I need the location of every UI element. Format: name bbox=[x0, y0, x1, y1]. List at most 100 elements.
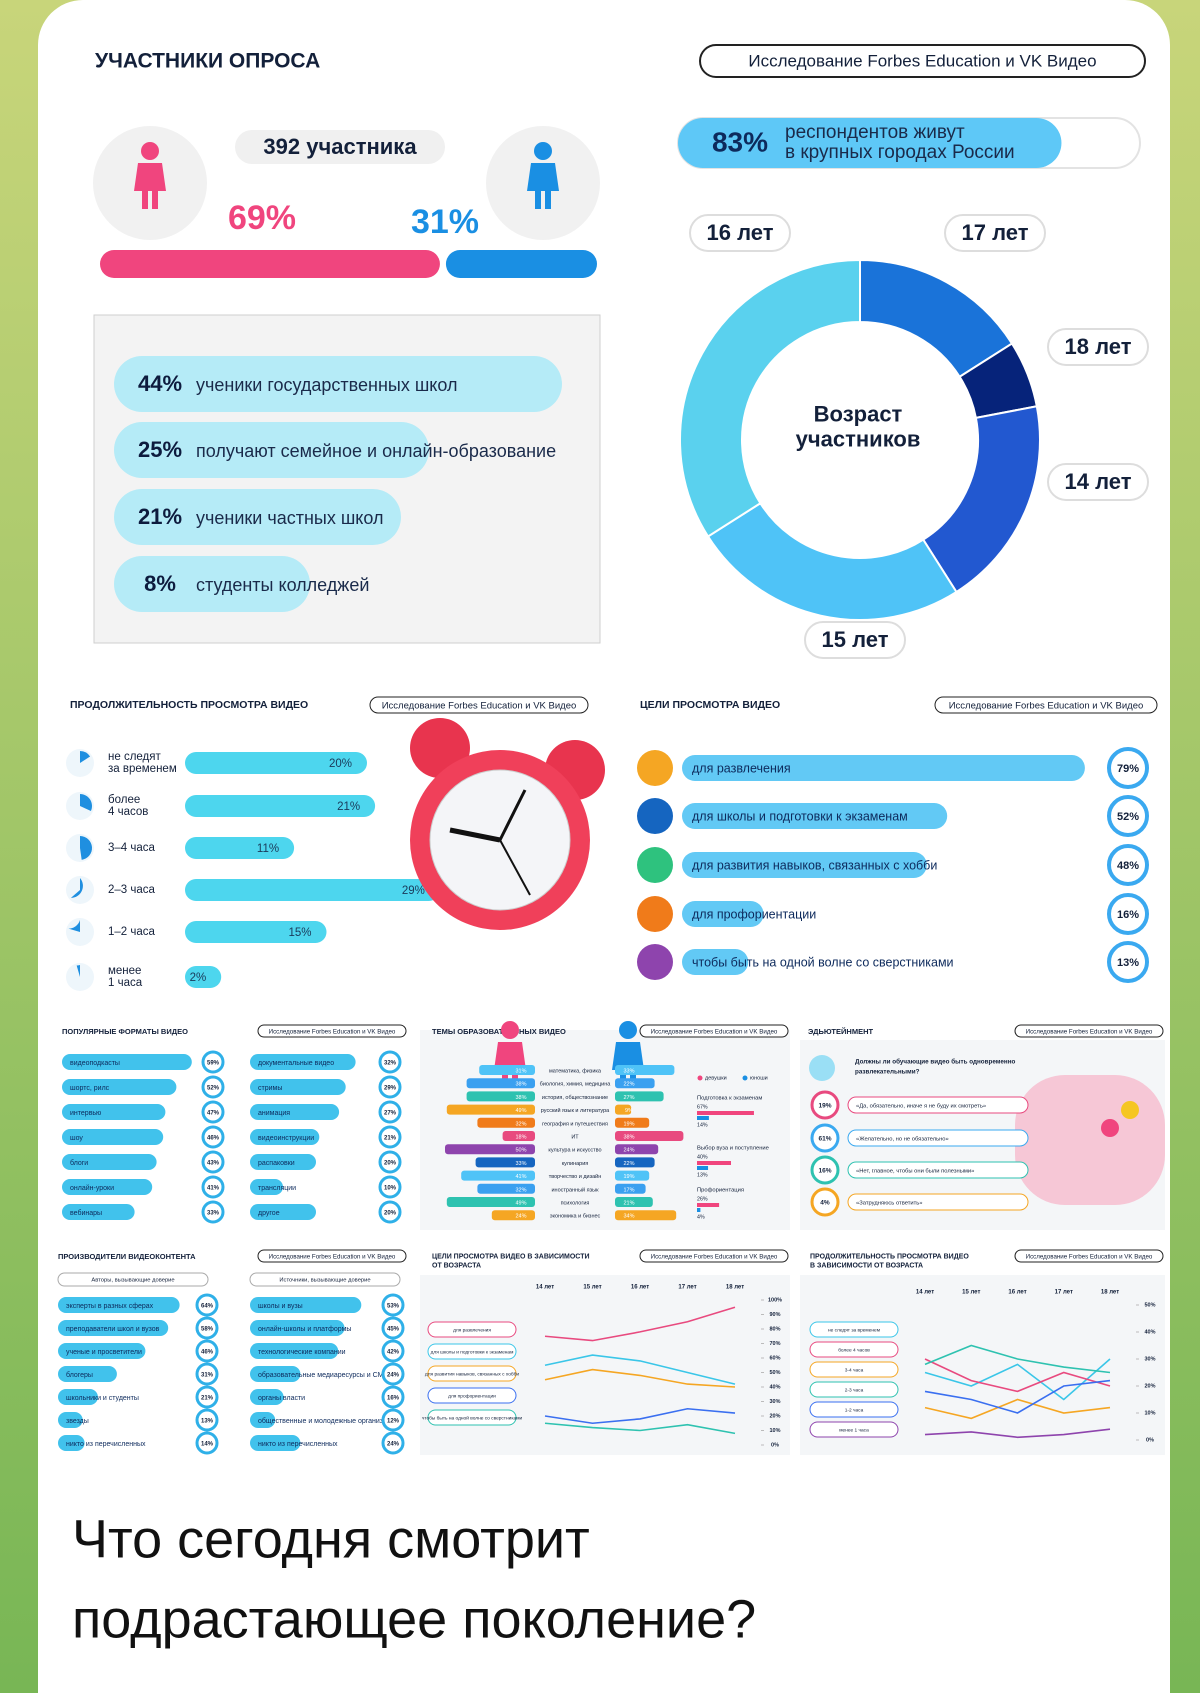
value-ring bbox=[1107, 893, 1149, 935]
label: респондентов живут bbox=[785, 122, 965, 143]
label: Профориентация bbox=[697, 1188, 744, 1194]
icon bbox=[501, 1021, 519, 1039]
value-ring bbox=[1107, 941, 1149, 983]
bar bbox=[250, 1054, 356, 1070]
gamepad-btn bbox=[1121, 1101, 1139, 1119]
bar bbox=[697, 1208, 701, 1212]
bar bbox=[250, 1412, 276, 1428]
bar bbox=[446, 1197, 535, 1207]
label: звезды bbox=[66, 1418, 89, 1425]
bar bbox=[477, 1117, 535, 1128]
bar bbox=[477, 1183, 535, 1194]
value-label: 18% bbox=[515, 1134, 526, 1140]
value-ring bbox=[381, 1385, 405, 1409]
icon bbox=[70, 878, 83, 898]
bar bbox=[615, 1144, 659, 1155]
label: Авторы, вызывающие доверие bbox=[91, 1278, 174, 1284]
value-ring bbox=[381, 1408, 405, 1432]
label: кулинария bbox=[562, 1161, 589, 1167]
label: Должны ли обучающие видео быть одновреме… bbox=[855, 1058, 1016, 1066]
value-label: 79% bbox=[1117, 763, 1139, 775]
bar bbox=[185, 921, 327, 943]
bar bbox=[250, 1179, 283, 1195]
value-label: 61% bbox=[818, 1136, 831, 1143]
value-label: 31% bbox=[515, 1068, 526, 1074]
label: история, обществознание bbox=[542, 1095, 608, 1101]
bar bbox=[615, 1183, 646, 1194]
value-label: 8% bbox=[144, 571, 176, 596]
label: видеоинструкции bbox=[258, 1135, 314, 1142]
value-ring bbox=[381, 1316, 405, 1340]
bar bbox=[475, 1157, 535, 1168]
line bbox=[924, 1428, 1111, 1439]
legend-pill bbox=[809, 1421, 899, 1438]
label: 2–3 часа bbox=[108, 884, 156, 896]
value-ring bbox=[201, 1150, 225, 1174]
line bbox=[544, 1368, 736, 1388]
label: документальные видео bbox=[258, 1060, 334, 1067]
value-label: 29% bbox=[384, 1086, 397, 1092]
answer-pill bbox=[847, 1161, 1029, 1179]
source-pill bbox=[639, 1024, 789, 1038]
label: русский язык и литература bbox=[541, 1107, 610, 1114]
bar bbox=[185, 879, 440, 901]
line bbox=[544, 1407, 736, 1425]
value-label: 24% bbox=[515, 1214, 526, 1220]
value-label: 49% bbox=[515, 1108, 526, 1114]
label: органы власти bbox=[258, 1395, 305, 1402]
legend-label: юноши bbox=[750, 1075, 768, 1081]
label: стримы bbox=[258, 1085, 282, 1092]
bar bbox=[445, 1144, 535, 1155]
answer-pill bbox=[847, 1193, 1029, 1211]
label: образовательные медиаресурсы и СМИ bbox=[258, 1371, 388, 1379]
value-label: 4% bbox=[820, 1200, 830, 1207]
bar bbox=[697, 1111, 754, 1115]
bar bbox=[466, 1078, 535, 1089]
city-bar bbox=[678, 118, 1062, 168]
label: биология, химия, медицина bbox=[540, 1082, 612, 1088]
label: развлекательными? bbox=[855, 1069, 920, 1076]
label: «Желательно, но не обязательно» bbox=[856, 1137, 949, 1143]
label: 3–4 часа bbox=[108, 842, 156, 854]
legend-label: для развития навыков, связанных с хобби bbox=[425, 1371, 519, 1377]
gender-bar bbox=[100, 250, 440, 278]
source: Исследование Forbes Education и VK Видео bbox=[651, 1254, 778, 1261]
line bbox=[924, 1379, 1111, 1414]
y-tick-label: 50% bbox=[1144, 1302, 1155, 1308]
label: студенты колледжей bbox=[196, 575, 369, 595]
clock-hand bbox=[449, 827, 501, 843]
title: ЭДЬЮТЕЙНМЕНТ bbox=[808, 1027, 873, 1036]
donut-slice bbox=[706, 501, 958, 621]
source-pill bbox=[1014, 1024, 1164, 1038]
value-label: 67% bbox=[697, 1104, 708, 1110]
bar bbox=[62, 1179, 153, 1195]
icon bbox=[619, 1021, 637, 1039]
value-label: 43% bbox=[207, 1161, 220, 1167]
age-pill bbox=[1047, 463, 1149, 501]
legend-label: не следят за временем bbox=[828, 1328, 880, 1333]
label: онлайн-уроки bbox=[70, 1184, 114, 1192]
bar bbox=[491, 1210, 535, 1221]
label: для развития навыков, связанных с хобби bbox=[692, 858, 937, 872]
bar bbox=[185, 837, 295, 859]
label: «Да, обязательно, иначе я не буду их смо… bbox=[856, 1104, 986, 1110]
label: никто из перечисленных bbox=[66, 1441, 146, 1448]
legend-label: 15 лет bbox=[822, 627, 889, 652]
value-ring bbox=[1107, 844, 1149, 886]
x-tick-label: 14 лет bbox=[916, 1290, 934, 1296]
source: Исследование Forbes Education и VK Видео bbox=[949, 701, 1144, 712]
bar bbox=[502, 1131, 535, 1141]
donut-title: участников bbox=[796, 426, 921, 451]
value-ring bbox=[810, 1090, 840, 1120]
label: 4 часов bbox=[108, 806, 148, 818]
value-label: 69% bbox=[228, 199, 296, 237]
bar bbox=[682, 803, 948, 829]
source-pill bbox=[257, 1024, 407, 1038]
value-label: 52% bbox=[207, 1086, 220, 1092]
value-label: 4% bbox=[697, 1214, 705, 1220]
value-label: 50% bbox=[515, 1148, 526, 1154]
bar bbox=[461, 1170, 535, 1181]
value-label: 13% bbox=[201, 1419, 214, 1425]
source-pill bbox=[934, 696, 1158, 714]
school-bar bbox=[114, 489, 401, 545]
